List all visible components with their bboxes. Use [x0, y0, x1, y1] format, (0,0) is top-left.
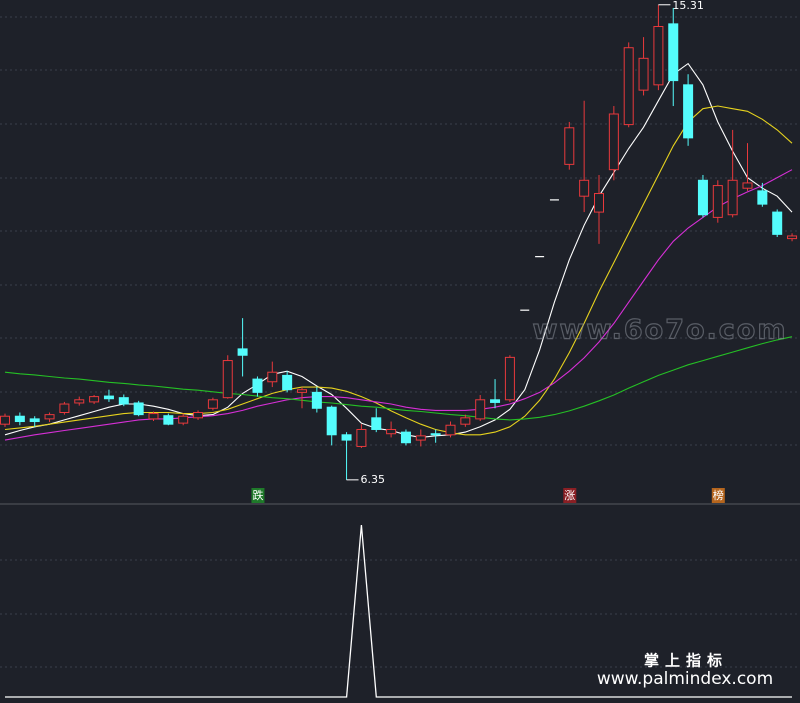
grid — [0, 16, 800, 668]
candle-body — [727, 179, 738, 216]
high-label: 15.31 — [672, 0, 704, 12]
low-label: 6.35 — [361, 473, 386, 486]
candle-body — [222, 360, 233, 399]
candle-body — [608, 113, 619, 171]
signal-box — [563, 488, 577, 503]
candle-body — [163, 415, 174, 425]
candle-body — [341, 434, 352, 441]
candle-body — [0, 415, 10, 425]
signal-label: 榜 — [713, 488, 724, 502]
candle-body — [118, 397, 129, 405]
signal-box — [711, 488, 725, 503]
candle-body — [178, 415, 189, 424]
watermark-brand: 掌上指标 — [644, 652, 728, 670]
candle-body — [460, 417, 471, 425]
candle-body — [653, 26, 664, 86]
candle-body — [772, 211, 783, 235]
moving-average — [4, 169, 793, 441]
candle-body — [193, 412, 204, 419]
candle-body — [29, 418, 40, 423]
candle-body — [371, 417, 382, 430]
candle-body — [252, 378, 263, 393]
candle-body — [207, 399, 218, 409]
candle-body — [490, 399, 501, 403]
candle-body — [267, 371, 278, 383]
candle-body — [445, 424, 456, 436]
candle-body — [59, 403, 70, 414]
candle-body — [712, 185, 723, 218]
candle-body — [504, 356, 515, 401]
candle-body — [400, 431, 411, 444]
watermark-site: www.6o7o.com — [533, 315, 788, 346]
candle-body — [757, 190, 768, 205]
candle-body — [44, 414, 55, 420]
candle-body — [742, 182, 753, 189]
candle-body — [638, 57, 649, 91]
signal-label: 跌 — [252, 488, 263, 502]
moving-average — [4, 336, 793, 421]
signal-box — [251, 488, 265, 503]
candle-body — [623, 47, 634, 126]
candle-body — [668, 23, 679, 82]
candle-body — [297, 389, 307, 393]
candle-body — [282, 374, 293, 391]
candle-body — [579, 179, 590, 197]
candle-body — [311, 391, 322, 409]
candle-body — [594, 193, 604, 213]
candle-body — [386, 428, 397, 435]
candle-body — [683, 84, 694, 139]
candle-body — [103, 395, 114, 400]
candle-body — [326, 406, 337, 436]
candle-body — [787, 235, 798, 240]
candle-body — [475, 399, 486, 420]
candle-body — [430, 433, 441, 436]
candle-body — [74, 399, 85, 404]
candle-body — [148, 413, 159, 420]
candle-body — [564, 127, 575, 165]
candle-body — [356, 428, 367, 447]
candle-body — [415, 435, 426, 441]
candle-body — [14, 415, 25, 423]
signal-label: 涨 — [564, 489, 575, 502]
candle-body — [237, 348, 248, 356]
candle-body — [89, 396, 100, 403]
candle-body — [133, 402, 144, 416]
watermark-url: www.palmindex.com — [597, 669, 773, 689]
indicator-line — [5, 524, 792, 698]
candle-body — [697, 179, 708, 216]
